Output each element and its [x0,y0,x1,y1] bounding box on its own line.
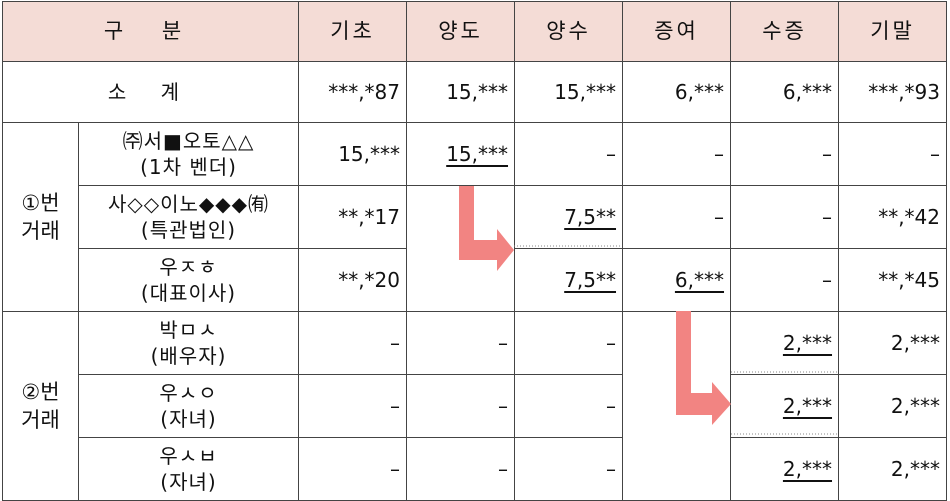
group1-label-text: 거래 [21,219,60,243]
group2-label-number: ②번 [21,379,60,404]
cell-jeungyeo: – [622,185,732,249]
cell-sujeung-value: 2,*** [782,330,833,355]
shareholder-name: ㈜서■오토△△ [122,128,255,153]
shareholder-name: 우ㅈㅎ [159,254,218,279]
cell-gimal: 2,*** [838,374,948,438]
cell-yangsu-value: 7,5** [564,204,617,229]
cell-gimal: 2,*** [838,437,948,501]
shareholder-name-cell: ㈜서■오토△△ (1차 벤더) [77,122,300,186]
cell-yangdo: 15,*** [406,122,516,186]
shareholder-name-cell: 우ㅅㅇ (자녀) [77,374,300,438]
cell-gimal: – [838,122,948,186]
cell-jeungyeo: 6,*** [622,248,732,312]
header-row: 구 분 기초 양도 양수 증여 수증 기말 [1,1,948,62]
group1-label-number: ①번 [21,190,60,215]
subtotal-gicho: ***,*87 [298,61,408,123]
cell-yangdo: – [406,374,516,438]
shareholder-name-cell: 우ㅈㅎ (대표이사) [77,248,300,312]
subtotal-yangsu: 15,*** [514,61,624,123]
header-jeungyeo: 증여 [622,1,732,62]
header-yangdo: 양도 [406,1,516,62]
cell-gicho: – [298,311,408,375]
cell-sujeung: – [730,185,840,249]
cell-yangsu-value: 7,5** [564,267,617,292]
cell-gimal: **,*42 [838,185,948,249]
table-row: ②번 거래 박ㅁㅅ (배우자) – – – 2,*** 2,*** [2,311,948,501]
cell-sujeung-value: 2,*** [782,456,833,481]
cell-yangsu: – [514,311,624,375]
subtotal-row: 소 계 ***,*87 15,*** 15,*** 6,*** 6,*** **… [1,61,948,123]
shareholder-relation: (특관법인) [140,218,237,242]
cell-jeungyeo: – [622,122,732,186]
cell-gicho: **,*17 [298,185,408,249]
cell-sujeung: 2,*** [730,374,840,438]
header-gimal: 기말 [838,1,948,62]
cell-yangdo: – [406,311,516,375]
table-row: 우ㅈㅎ (대표이사) **,*20 7,5** 6,*** – **,*45 [3,248,948,312]
shareholder-name-cell: 우ㅅㅂ (자녀) [77,437,300,501]
header-gubun: 구 분 [1,1,300,62]
shareholder-name: 사◇◇이노◆◆◆㈲ [107,191,270,216]
header-yangsu: 양수 [514,1,624,62]
cell-gicho: 15,*** [298,122,408,186]
cell-gicho: – [298,374,408,438]
shareholder-name-cell: 사◇◇이노◆◆◆㈲ (특관법인) [77,185,300,249]
table-row: 사◇◇이노◆◆◆㈲ (특관법인) **,*17 7,5** – – **,*42 [3,185,948,312]
header-sujeung: 수증 [730,1,840,62]
cell-yangsu: – [514,122,624,186]
cell-jeungyeo-merged [622,311,732,501]
cell-yangsu: – [514,374,624,438]
cell-yangdo-value: 15,*** [446,141,509,166]
cell-jeungyeo-value: 6,*** [674,267,725,292]
cell-sujeung: 2,*** [730,437,840,501]
cell-gimal: **,*45 [838,248,948,312]
header-gicho: 기초 [298,1,408,62]
group2-label: ②번 거래 [2,311,79,501]
cell-yangdo: – [406,437,516,501]
shareholder-relation: (자녀) [160,470,217,494]
group1-label: ①번 거래 [2,122,79,312]
cell-sujeung: – [730,122,840,186]
shareholder-relation: (자녀) [160,407,217,431]
table-row: 우ㅅㅂ (자녀) – – – 2,*** 2,*** [3,437,948,501]
subtotal-label: 소 계 [1,61,300,123]
table-row: ①번 거래 ㈜서■오토△△ (1차 벤더) 15,*** 15,*** – – … [2,122,948,312]
shareholder-name: 우ㅅㅂ [159,443,218,468]
cell-gicho: – [298,437,408,501]
subtotal-jeungyeo: 6,*** [622,61,732,123]
cell-sujeung: – [730,248,840,312]
cell-sujeung: 2,*** [730,311,840,375]
shareholder-relation: (배우자) [150,344,227,368]
cell-yangsu: – [514,437,624,501]
shareholder-relation: (대표이사) [140,281,237,305]
cell-sujeung-value: 2,*** [782,393,833,418]
shareholder-name: 우ㅅㅇ [159,380,218,405]
subtotal-yangdo: 15,*** [406,61,516,123]
cell-gimal: 2,*** [838,311,948,375]
subtotal-sujeung: 6,*** [730,61,840,123]
table-row: 우ㅅㅇ (자녀) – – – 2,*** 2,*** [3,374,948,438]
subtotal-gimal: ***,*93 [838,61,948,123]
cell-yangdo-merged [406,185,516,312]
cell-yangsu: 7,5** [514,185,624,249]
cell-gicho: **,*20 [298,248,408,312]
shareholder-name-cell: 박ㅁㅅ (배우자) [77,311,300,375]
cell-yangsu: 7,5** [514,248,624,312]
shareholder-name: 박ㅁㅅ [159,317,218,342]
group2-label-text: 거래 [21,408,60,432]
shareholder-relation: (1차 벤더) [140,155,237,179]
